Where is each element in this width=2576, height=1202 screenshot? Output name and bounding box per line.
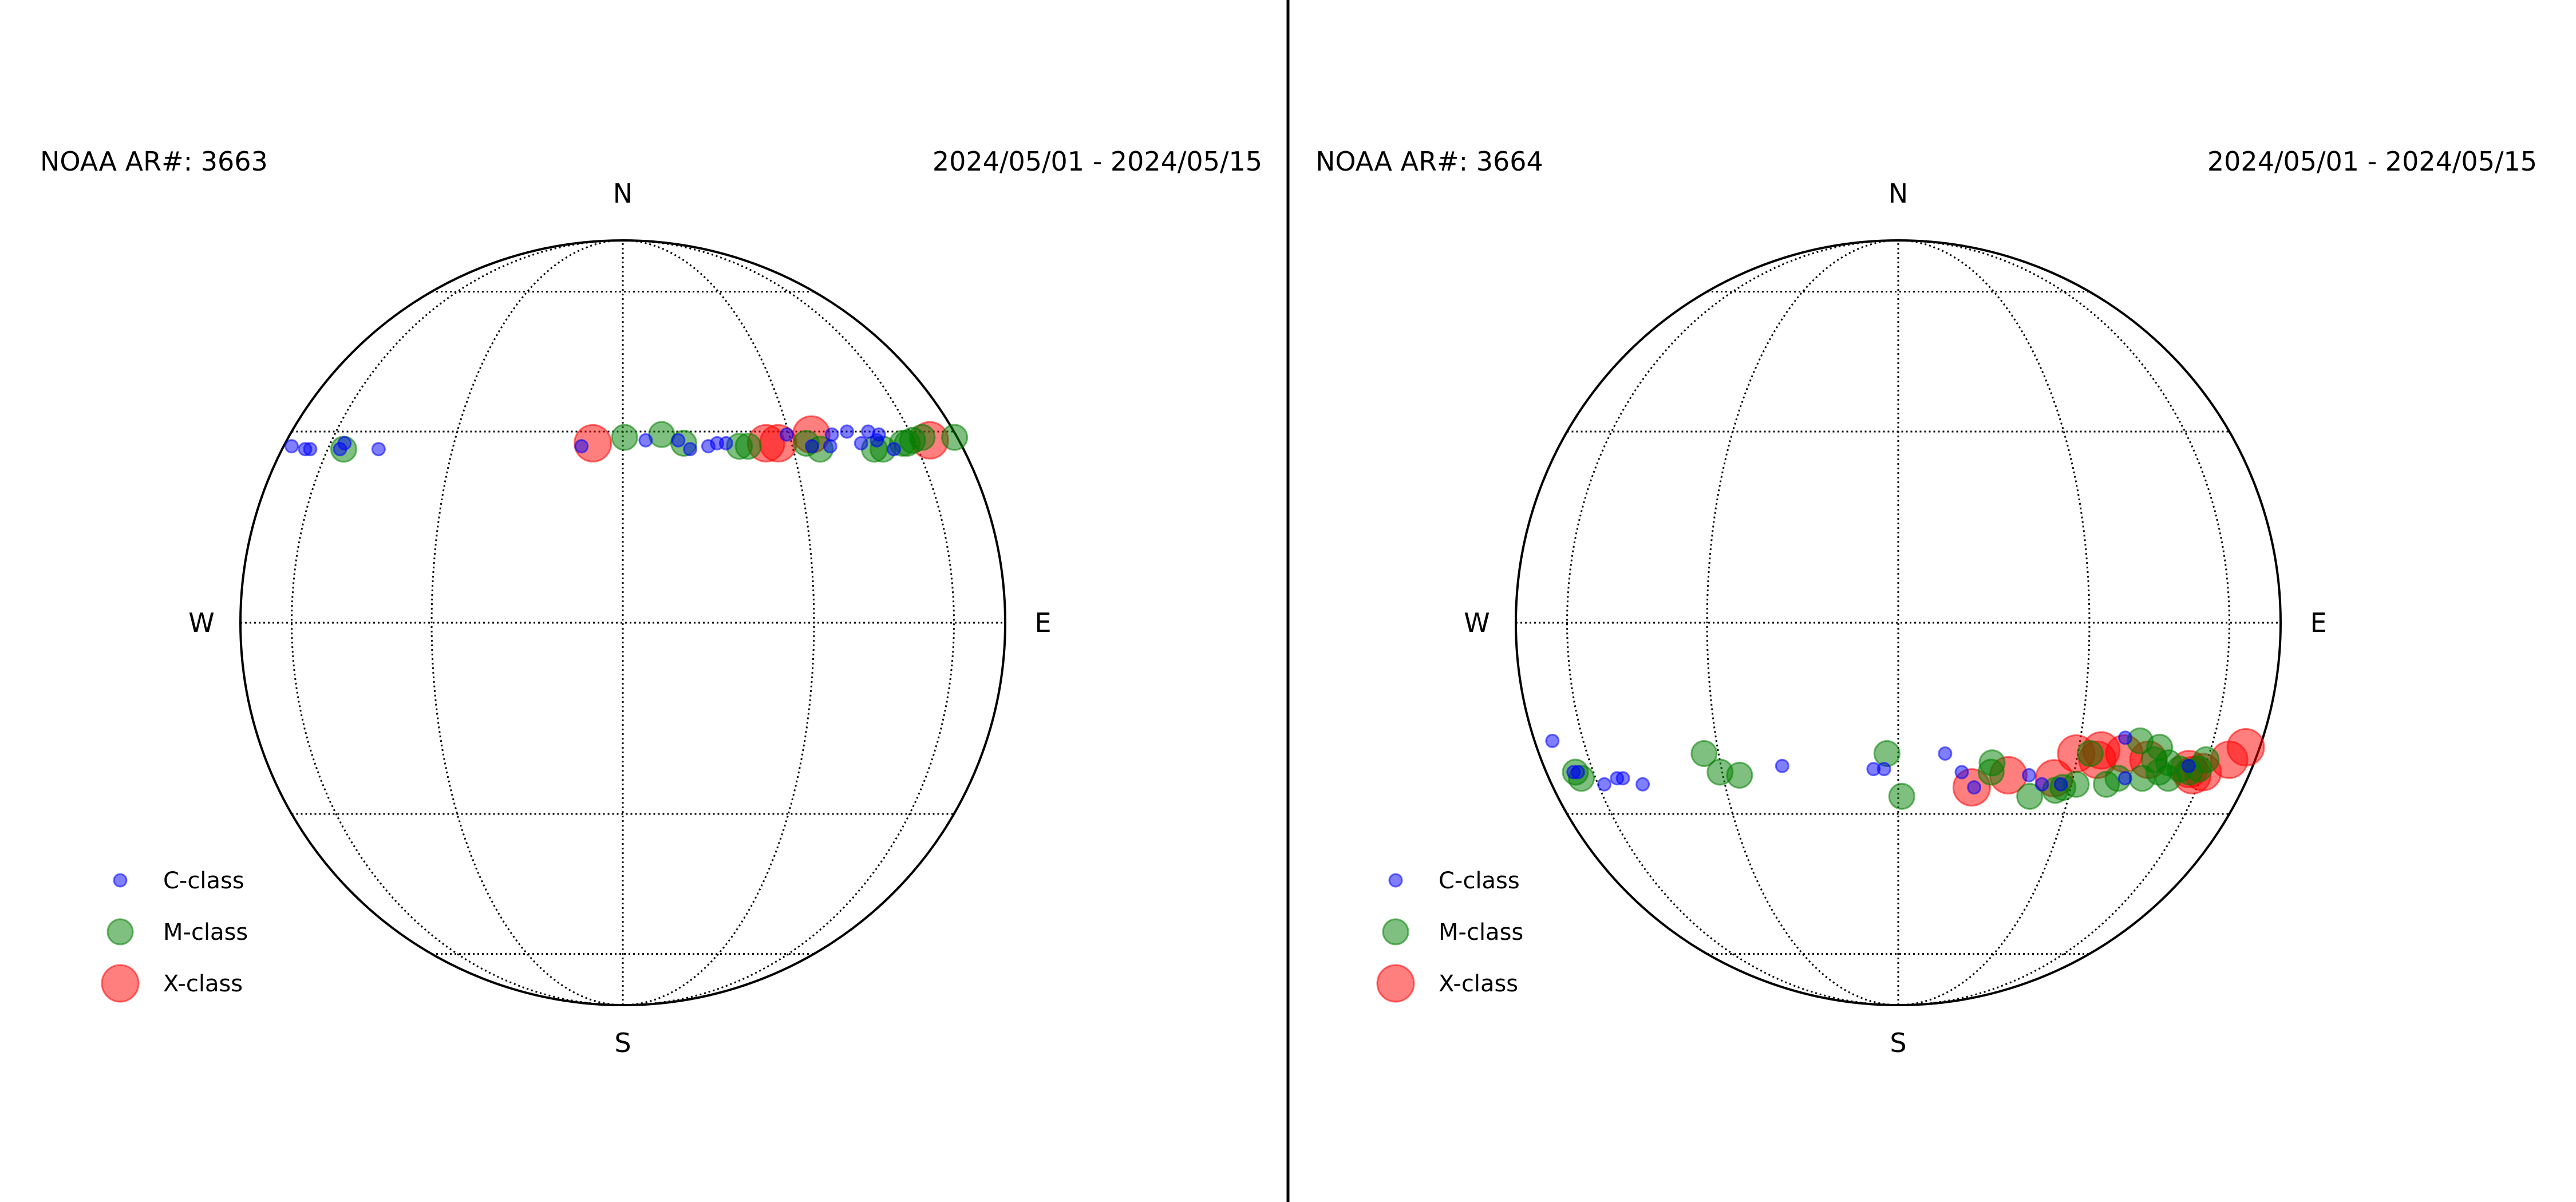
panel-ar-3664: NOAA AR#: 3664 2024/05/01 - 2024/05/15 N… — [1315, 146, 2537, 1058]
mclass-flare-point — [1873, 740, 1901, 767]
cclass-flare-point — [337, 436, 352, 450]
cclass-flare-point — [2053, 777, 2068, 792]
legend-label: M-class — [163, 919, 248, 946]
cclass-flare-point — [840, 424, 855, 439]
cclass-flare-point — [1597, 777, 1612, 792]
legend-marker — [106, 918, 134, 946]
mclass-flare-point — [941, 424, 969, 451]
legend-label: M-class — [1439, 919, 1523, 946]
cclass-flare-point — [1635, 777, 1650, 792]
cclass-flare-point — [1571, 765, 1585, 780]
legend-label: X-class — [163, 971, 243, 997]
longitude-line — [622, 239, 815, 1006]
solar-grid — [1515, 239, 2282, 1006]
flare-points — [1545, 727, 2265, 810]
legend-marker — [113, 873, 128, 888]
cclass-flare-point — [1876, 762, 1891, 777]
legend-marker — [101, 964, 140, 1003]
mclass-flare-point — [2076, 740, 2104, 767]
cclass-flare-point — [1615, 771, 1630, 786]
solar-grid — [239, 239, 1006, 1006]
legend-label: C-class — [1439, 868, 1520, 894]
cclass-flare-point — [718, 436, 733, 450]
cclass-flare-point — [1967, 780, 1982, 795]
legend-label: X-class — [1439, 971, 1518, 997]
flare-points — [285, 415, 969, 463]
date-range-label: 2024/05/01 - 2024/05/15 — [933, 146, 1262, 177]
cclass-flare-point — [1775, 758, 1789, 773]
cclass-flare-point — [805, 439, 819, 454]
mclass-flare-point — [908, 424, 936, 451]
compass-east-label: E — [2310, 607, 2326, 638]
cclass-flare-point — [671, 433, 686, 448]
mclass-flare-point — [1888, 782, 1915, 810]
cclass-flare-point — [638, 433, 653, 448]
compass-west-label: W — [188, 607, 214, 638]
legend-marker — [1388, 873, 1403, 888]
legend-marker — [1382, 918, 1409, 946]
longitude-line — [430, 239, 623, 1006]
cclass-flare-point — [1938, 746, 1953, 761]
cclass-flare-point — [2117, 771, 2132, 786]
mclass-flare-point — [1977, 758, 2005, 786]
cclass-flare-point — [824, 427, 839, 442]
ar-number-title: NOAA AR#: 3664 — [1315, 146, 1543, 177]
cclass-flare-point — [2034, 777, 2049, 792]
mclass-flare-point — [2016, 782, 2044, 810]
mclass-flare-point — [611, 424, 638, 451]
cclass-flare-point — [823, 439, 837, 454]
compass-north-label: N — [1888, 178, 1908, 209]
longitude-line — [1898, 239, 2091, 1006]
legend: C-class M-class X-class — [101, 868, 248, 1003]
xclass-flare-point — [2226, 728, 2265, 766]
compass-south-label: S — [1890, 1027, 1906, 1058]
cclass-flare-point — [303, 442, 318, 457]
cclass-flare-point — [2118, 730, 2133, 745]
cclass-flare-point — [574, 439, 589, 454]
compass-west-label: W — [1464, 607, 1490, 638]
legend-marker — [1376, 964, 1415, 1003]
mclass-flare-point — [1726, 761, 1753, 789]
compass-east-label: E — [1034, 607, 1051, 638]
cclass-flare-point — [854, 436, 868, 450]
cclass-flare-point — [779, 427, 794, 442]
cclass-flare-point — [887, 442, 901, 457]
compass-north-label: N — [613, 178, 633, 209]
mclass-flare-point — [2192, 746, 2220, 773]
legend: C-class M-class X-class — [1376, 868, 1523, 1003]
cclass-flare-point — [371, 442, 386, 457]
cclass-flare-point — [1954, 765, 1969, 780]
cclass-flare-point — [2022, 768, 2036, 782]
cclass-flare-point — [683, 442, 698, 457]
cclass-flare-point — [871, 427, 886, 442]
legend-label: C-class — [163, 868, 244, 894]
mclass-flare-point — [734, 433, 762, 460]
cclass-flare-point — [1545, 733, 1560, 748]
date-range-label: 2024/05/01 - 2024/05/15 — [2207, 146, 2537, 177]
compass-south-label: S — [614, 1027, 631, 1058]
ar-number-title: NOAA AR#: 3663 — [40, 146, 268, 177]
longitude-line — [1706, 239, 1899, 1006]
cclass-flare-point — [285, 439, 299, 454]
panel-ar-3663: NOAA AR#: 3663 2024/05/01 - 2024/05/15 N… — [40, 146, 1262, 1058]
mclass-flare-point — [1690, 740, 1718, 767]
cclass-flare-point — [2181, 758, 2196, 773]
